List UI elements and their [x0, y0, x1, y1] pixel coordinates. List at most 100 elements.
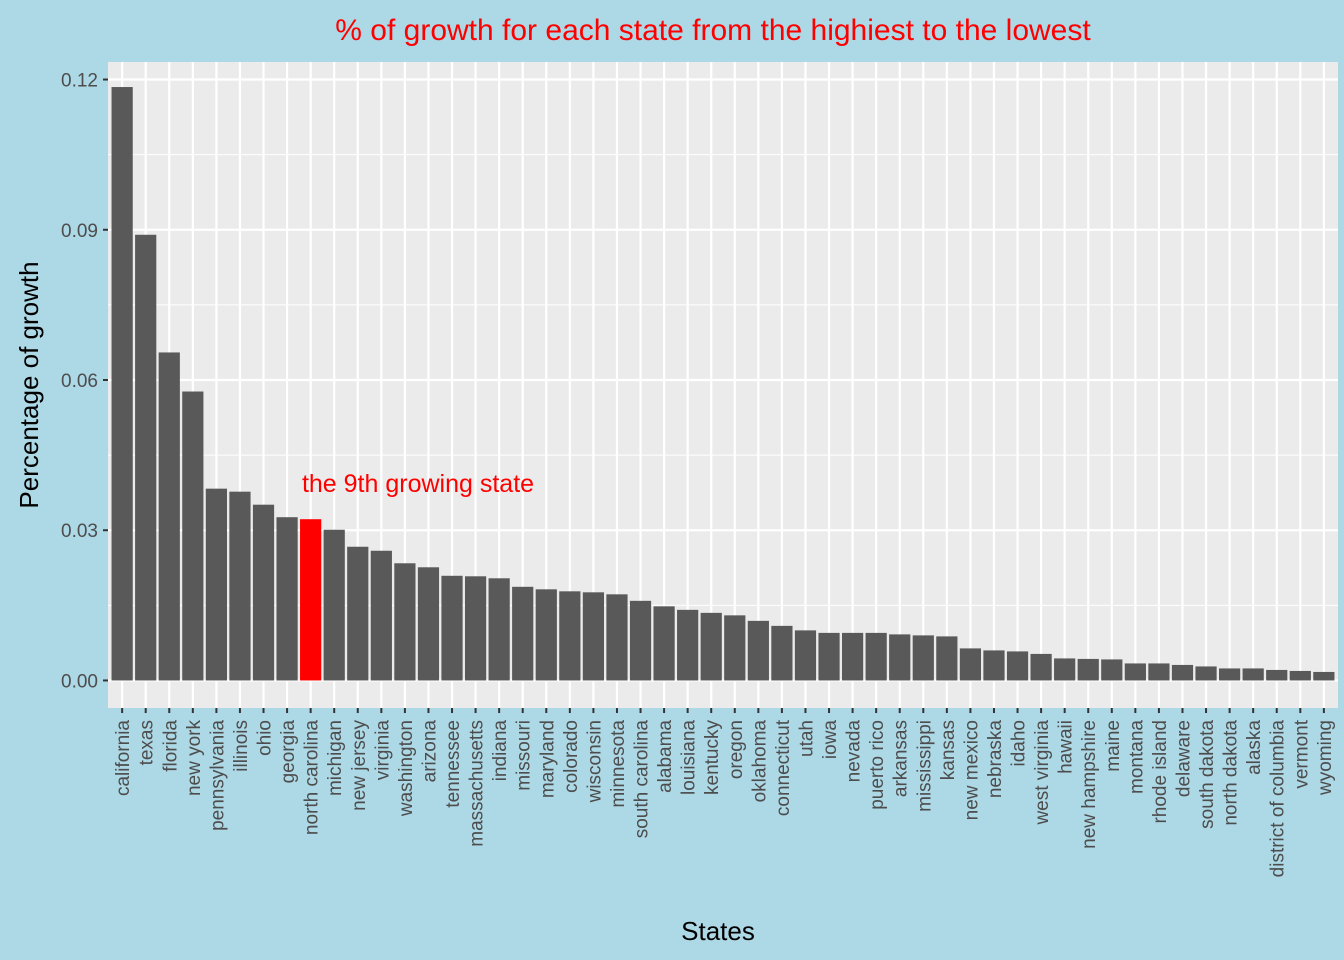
bar — [111, 87, 133, 681]
y-tick-label: 0.00 — [61, 671, 98, 692]
x-tick-label: connecticut — [773, 719, 794, 816]
x-tick-label: missouri — [514, 720, 535, 791]
bar — [252, 504, 275, 681]
x-tick-label: rhode island — [1150, 720, 1171, 824]
bar — [205, 488, 227, 681]
bar — [276, 517, 298, 681]
y-tick-label: 0.06 — [61, 371, 98, 392]
x-tick-label: pennsylvania — [207, 720, 228, 831]
bar — [983, 650, 1005, 681]
bar — [700, 612, 722, 681]
bar — [724, 615, 746, 681]
x-tick-label: new jersey — [349, 720, 370, 811]
bar — [559, 591, 581, 681]
bar — [794, 630, 817, 681]
x-tick-label: georgia — [278, 720, 299, 784]
y-tick-label: 0.09 — [61, 221, 98, 242]
x-tick-label: idaho — [1009, 720, 1030, 767]
bar — [1101, 659, 1123, 681]
x-tick-label: iowa — [820, 720, 841, 760]
x-tick-label: maryland — [537, 720, 558, 798]
x-tick-label: new york — [184, 720, 205, 797]
chart-title: % of growth for each state from the high… — [335, 14, 1091, 47]
x-tick-label: kentucky — [702, 720, 723, 795]
x-tick-label: kansas — [938, 720, 959, 780]
x-tick-label: arizona — [419, 720, 440, 783]
bar — [1242, 668, 1264, 681]
x-tick-label: louisiana — [679, 720, 700, 795]
x-tick-label: mississippi — [914, 720, 935, 812]
bar — [347, 546, 369, 681]
bar — [464, 576, 487, 681]
x-tick-label: texas — [137, 720, 158, 765]
x-tick-label: virginia — [372, 720, 393, 781]
x-tick-label: utah — [796, 720, 817, 757]
x-tick-label: illinois — [231, 720, 252, 772]
bar — [441, 575, 463, 681]
x-tick-label: nevada — [844, 720, 865, 783]
x-tick-label: florida — [160, 720, 181, 772]
bar — [841, 632, 864, 681]
bar — [158, 352, 180, 681]
x-tick-label: massachusetts — [467, 720, 488, 847]
x-tick-label: new hampshire — [1079, 720, 1100, 849]
x-tick-label: washington — [396, 720, 417, 817]
bars — [111, 87, 1335, 681]
bar — [182, 391, 204, 681]
bar — [535, 589, 557, 681]
bar — [606, 594, 628, 681]
bar — [1148, 663, 1170, 681]
x-tick-label: vermont — [1291, 719, 1312, 788]
bar — [229, 491, 251, 681]
x-tick-label: maine — [1103, 720, 1124, 772]
x-tick-label: oregon — [726, 720, 747, 779]
bar — [959, 648, 982, 681]
x-tick-label: indiana — [490, 720, 511, 782]
bar — [677, 609, 699, 681]
bar — [512, 586, 534, 681]
bar-highlighted — [300, 519, 322, 681]
bar — [629, 600, 652, 681]
bar — [747, 620, 769, 681]
x-axis: california texas florida new york pennsylvan… — [113, 708, 1336, 877]
x-axis-title: States — [681, 916, 755, 946]
bar — [653, 606, 675, 681]
x-tick-label: ohio — [255, 720, 276, 756]
bar — [865, 632, 887, 681]
bar — [1077, 658, 1099, 681]
bar — [936, 636, 958, 681]
bar — [323, 529, 345, 681]
x-tick-label: puerto rico — [867, 720, 888, 810]
bar — [818, 632, 840, 681]
bar — [1054, 658, 1076, 681]
x-tick-label: montana — [1126, 720, 1147, 794]
bar — [912, 635, 934, 681]
bar — [394, 563, 416, 681]
x-tick-label: north dakota — [1221, 720, 1242, 826]
x-tick-label: hawaii — [1056, 720, 1077, 774]
bar — [417, 567, 440, 681]
y-tick-label: 0.03 — [61, 521, 98, 542]
x-tick-label: arkansas — [891, 720, 912, 797]
bar — [1124, 663, 1146, 681]
x-tick-label: michigan — [325, 720, 346, 796]
x-tick-label: tennessee — [443, 720, 464, 808]
x-tick-label: north carolina — [302, 720, 323, 836]
bar — [771, 625, 793, 681]
x-tick-label: district of columbia — [1268, 720, 1289, 878]
x-tick-label: california — [113, 720, 134, 796]
bar — [889, 634, 911, 681]
x-tick-label: oklahoma — [749, 720, 770, 803]
bar — [488, 578, 510, 681]
bar — [1171, 664, 1194, 681]
bar — [370, 550, 392, 681]
x-tick-label: wisconsin — [584, 720, 605, 803]
x-tick-label: new mexico — [961, 720, 982, 820]
annotation-label: the 9th growing state — [302, 470, 534, 498]
x-tick-label: alabama — [655, 720, 676, 793]
bar — [1219, 668, 1241, 681]
bar — [135, 234, 157, 681]
bar — [1006, 651, 1029, 681]
bar — [582, 592, 605, 681]
bar — [1266, 669, 1288, 681]
